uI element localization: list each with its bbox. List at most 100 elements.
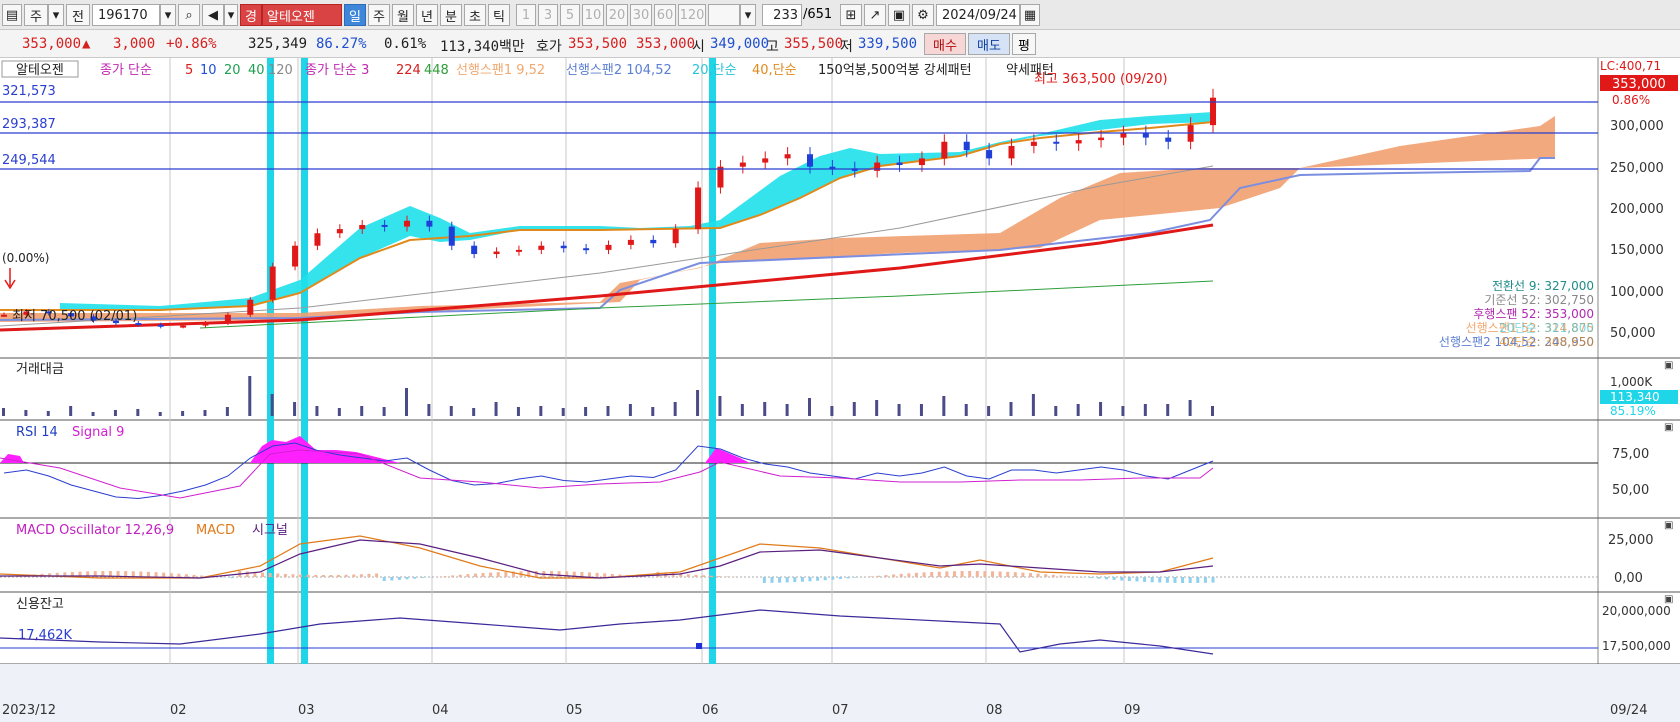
window-icon[interactable]: ▤ <box>2 4 22 26</box>
candle-body[interactable] <box>381 224 388 227</box>
candle-body[interactable] <box>583 248 590 251</box>
candle-body[interactable] <box>1030 141 1037 146</box>
candle-body[interactable] <box>448 226 455 246</box>
interval-1[interactable]: 1 <box>516 4 536 26</box>
candle-body[interactable] <box>359 224 366 230</box>
interval-120[interactable]: 120 <box>678 4 706 26</box>
period-minute[interactable]: 분 <box>440 4 462 26</box>
interval-30[interactable]: 30 <box>630 4 652 26</box>
candle-body[interactable] <box>650 239 657 244</box>
candle-body[interactable] <box>941 141 948 159</box>
candle-body[interactable] <box>896 162 903 166</box>
period-year[interactable]: 년 <box>416 4 438 26</box>
panel-maximize-icons[interactable]: ▣ ▣ ▣ ▣ <box>1664 360 1673 605</box>
candle-body[interactable] <box>851 168 858 171</box>
candle-body[interactable] <box>829 166 836 169</box>
candle-body[interactable] <box>1 314 7 317</box>
stock-chart[interactable]: 321,573 293,387 249,544 최고 363,500 (09/2… <box>0 58 1680 722</box>
calendar-icon[interactable]: ▦ <box>1020 4 1040 26</box>
candle-body[interactable] <box>1053 141 1060 144</box>
candle-body[interactable] <box>112 320 119 324</box>
candle-body[interactable] <box>538 245 545 250</box>
candle-body[interactable] <box>918 158 925 166</box>
candle-body[interactable] <box>807 154 813 167</box>
candle-body[interactable] <box>986 150 993 159</box>
interval-60[interactable]: 60 <box>654 4 676 26</box>
candle-body[interactable] <box>426 220 433 227</box>
candle-body[interactable] <box>314 233 321 246</box>
candle-body[interactable] <box>515 249 522 252</box>
candle-body[interactable] <box>784 154 791 159</box>
candle-body[interactable] <box>202 323 209 326</box>
chart-type-icon[interactable]: ⊞ <box>840 4 862 26</box>
candle-body[interactable] <box>762 158 769 163</box>
eval-button[interactable]: 평 <box>1012 33 1036 55</box>
search-icon[interactable]: ⌕ <box>178 4 200 26</box>
save-icon[interactable]: ▣ <box>888 4 910 26</box>
candle-body[interactable] <box>1008 145 1015 159</box>
candle-body[interactable] <box>1210 97 1216 126</box>
buy-button[interactable]: 매수 <box>924 33 966 55</box>
macd-bar <box>899 573 903 577</box>
macd-bar <box>108 571 112 577</box>
candle-body[interactable] <box>157 324 164 327</box>
candle-body[interactable] <box>717 166 724 188</box>
count-input[interactable]: 233 <box>762 4 802 26</box>
maximize-icon[interactable]: ▣ <box>1664 594 1673 605</box>
candle-body[interactable] <box>963 141 970 151</box>
maximize-icon[interactable]: ▣ <box>1664 422 1673 433</box>
candle-body[interactable] <box>292 245 299 267</box>
candle-body[interactable] <box>224 314 231 324</box>
sell-button[interactable]: 매도 <box>968 33 1010 55</box>
candle-body[interactable] <box>68 313 75 317</box>
date-input[interactable]: 2024/09/24 <box>936 4 1020 26</box>
candle-body[interactable] <box>1120 133 1127 138</box>
gear-icon[interactable]: ⚙ <box>912 4 934 26</box>
speaker-icon[interactable]: ◀ <box>202 4 224 26</box>
period-day[interactable]: 일 <box>344 4 366 26</box>
period-week[interactable]: 주 <box>368 4 390 26</box>
candle-body[interactable] <box>560 245 567 249</box>
prev-button[interactable]: 전 <box>66 4 90 26</box>
candle-body[interactable] <box>672 229 679 244</box>
candle-body[interactable] <box>23 311 30 315</box>
candle-body[interactable] <box>739 162 746 167</box>
candle-body[interactable] <box>1165 137 1172 142</box>
draw-tool-icon[interactable]: ↗ <box>864 4 886 26</box>
candle-body[interactable] <box>90 316 97 321</box>
candle-body[interactable] <box>627 239 634 245</box>
candle-body[interactable] <box>404 220 410 227</box>
x-label: 06 <box>702 703 719 718</box>
speaker-dropdown-icon[interactable]: ▾ <box>224 4 238 26</box>
candle-body[interactable] <box>695 187 702 230</box>
period-month[interactable]: 월 <box>392 4 414 26</box>
candle-body[interactable] <box>45 311 52 314</box>
candle-body[interactable] <box>269 266 276 300</box>
mode-select[interactable]: 주 <box>24 4 48 26</box>
period-tick[interactable]: 틱 <box>488 4 510 26</box>
interval-3[interactable]: 3 <box>538 4 558 26</box>
candle-body[interactable] <box>1142 133 1149 138</box>
candle-body[interactable] <box>493 251 500 255</box>
mode-dropdown-icon[interactable]: ▾ <box>48 4 64 26</box>
candle-body[interactable] <box>1075 140 1082 144</box>
period-second[interactable]: 초 <box>464 4 486 26</box>
interval-10[interactable]: 10 <box>582 4 604 26</box>
interval-dropdown-icon[interactable]: ▾ <box>740 4 756 26</box>
stock-name[interactable]: 알테오젠 <box>262 4 342 26</box>
candle-body[interactable] <box>471 245 478 255</box>
interval-20[interactable]: 20 <box>606 4 628 26</box>
maximize-icon[interactable]: ▣ <box>1664 360 1673 371</box>
code-dropdown-icon[interactable]: ▾ <box>160 4 176 26</box>
interval-5[interactable]: 5 <box>560 4 580 26</box>
candle-body[interactable] <box>180 325 187 328</box>
candle-body[interactable] <box>336 229 343 234</box>
candle-body[interactable] <box>605 244 612 250</box>
candle-body[interactable] <box>135 323 142 326</box>
code-input[interactable]: 196170 <box>92 4 160 26</box>
candle-body[interactable] <box>247 299 254 315</box>
candle-body[interactable] <box>874 162 881 171</box>
candle-body[interactable] <box>1098 137 1105 141</box>
maximize-icon[interactable]: ▣ <box>1664 520 1673 531</box>
interval-blank[interactable] <box>708 4 740 26</box>
